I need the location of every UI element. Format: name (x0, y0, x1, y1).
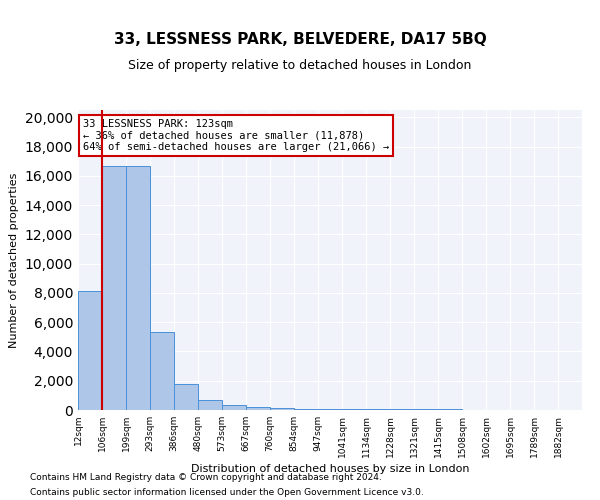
Text: Contains HM Land Registry data © Crown copyright and database right 2024.: Contains HM Land Registry data © Crown c… (30, 473, 382, 482)
Text: Contains public sector information licensed under the Open Government Licence v3: Contains public sector information licen… (30, 488, 424, 497)
Text: Size of property relative to detached houses in London: Size of property relative to detached ho… (128, 58, 472, 71)
Bar (294, 408, 318, 410)
Bar (342, 409, 366, 410)
Bar (270, 408, 294, 410)
Text: 33 LESSNESS PARK: 123sqm
← 36% of detached houses are smaller (11,878)
64% of se: 33 LESSNESS PARK: 123sqm ← 36% of detach… (83, 119, 389, 152)
Text: 33, LESSNESS PARK, BELVEDERE, DA17 5BQ: 33, LESSNESS PARK, BELVEDERE, DA17 5BQ (113, 32, 487, 48)
Bar (222, 405, 246, 410)
Bar (78, 292, 102, 410)
Bar (318, 409, 342, 410)
Bar (366, 409, 390, 410)
Bar (150, 332, 174, 410)
Y-axis label: Number of detached properties: Number of detached properties (9, 172, 19, 348)
Bar (174, 384, 198, 410)
Bar (198, 400, 222, 410)
X-axis label: Distribution of detached houses by size in London: Distribution of detached houses by size … (191, 464, 469, 474)
Bar (246, 407, 270, 410)
Bar (102, 166, 126, 410)
Bar (126, 166, 150, 410)
